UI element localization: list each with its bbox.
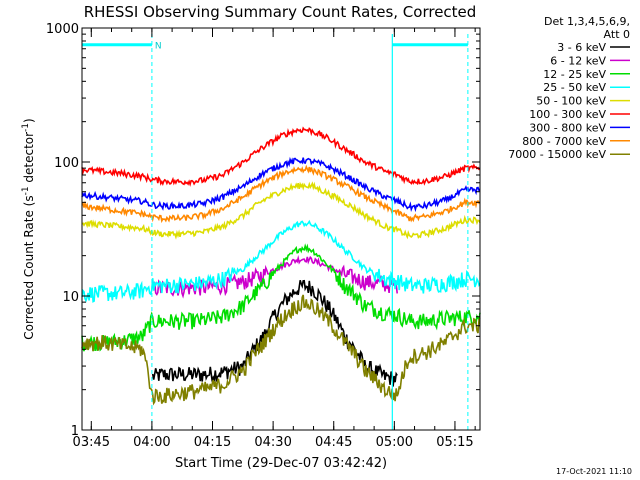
footer-timestamp: 17-Oct-2021 11:10: [556, 467, 632, 476]
cyan-guides: N: [82, 34, 469, 430]
plot-frame: [81, 27, 481, 431]
y-axis-label: Corrected Count Rate (s-1 detector-1): [21, 118, 36, 339]
legend-header-line-2: Att 0: [604, 28, 630, 41]
legend-label-12-25-kev: 12 - 25 keV: [543, 68, 606, 81]
y-axis-label-suffix: ): [22, 118, 36, 123]
y-axis-label-prefix: Corrected Count Rate (s: [22, 195, 36, 339]
x-tick-label: 04:15: [194, 435, 231, 450]
y-axis-label-sup1: -1: [21, 186, 31, 195]
series-line-50-100-kev: [81, 181, 481, 240]
legend-label-800-7000-kev: 800 - 7000 keV: [522, 135, 606, 148]
plot-area: [81, 126, 481, 406]
y-axis-label-sup2: -1: [21, 123, 31, 132]
x-tick-label: 05:15: [436, 435, 473, 450]
series-line-300-800-kev: [81, 156, 481, 213]
legend-label-25-50-kev: 25 - 50 keV: [543, 81, 606, 94]
series-line-7000-15000-kev: [81, 294, 481, 406]
series-line-800-7000-kev: [81, 164, 481, 224]
legend-label-7000-15000-kev: 7000 - 15000 keV: [508, 148, 606, 161]
y-tick-label: 1000: [46, 22, 79, 37]
legend-label-300-800-kev: 300 - 800 keV: [529, 121, 606, 134]
x-tick-label: 03:45: [73, 435, 110, 450]
x-tick-label: 04:45: [315, 435, 352, 450]
x-tick-label: 05:00: [376, 435, 413, 450]
axes: 1 10 100 1000 03:45 04:00 04:15 04:30 04:45 05:00…: [46, 22, 481, 450]
y-tick-label: 100: [54, 156, 79, 171]
chart-title: RHESSI Observing Summary Count Rates, Co…: [84, 3, 477, 21]
series-line-25-50-kev: [81, 219, 481, 303]
legend-label-6-12-kev: 6 - 12 keV: [550, 54, 606, 67]
x-tick-label: 04:00: [133, 435, 170, 450]
legend-label-50-100-kev: 50 - 100 keV: [536, 95, 606, 108]
y-axis-label-mid: detector: [22, 132, 36, 187]
legend-header-line-1: Det 1,3,4,5,6,9,: [544, 15, 630, 28]
night-marker: N: [155, 42, 162, 52]
x-axis-label: Start Time (29-Dec-07 03:42:42): [175, 456, 387, 471]
series-line-100-300-kev: [81, 126, 481, 187]
legend-label-100-300-kev: 100 - 300 keV: [529, 108, 606, 121]
legend-label-3-6-kev: 3 - 6 keV: [557, 41, 606, 54]
y-tick-label: 10: [62, 290, 79, 305]
x-tick-label: 04:30: [254, 435, 291, 450]
y-tick-label: 1: [71, 424, 79, 439]
series-line-12-25-kev: [81, 243, 481, 352]
